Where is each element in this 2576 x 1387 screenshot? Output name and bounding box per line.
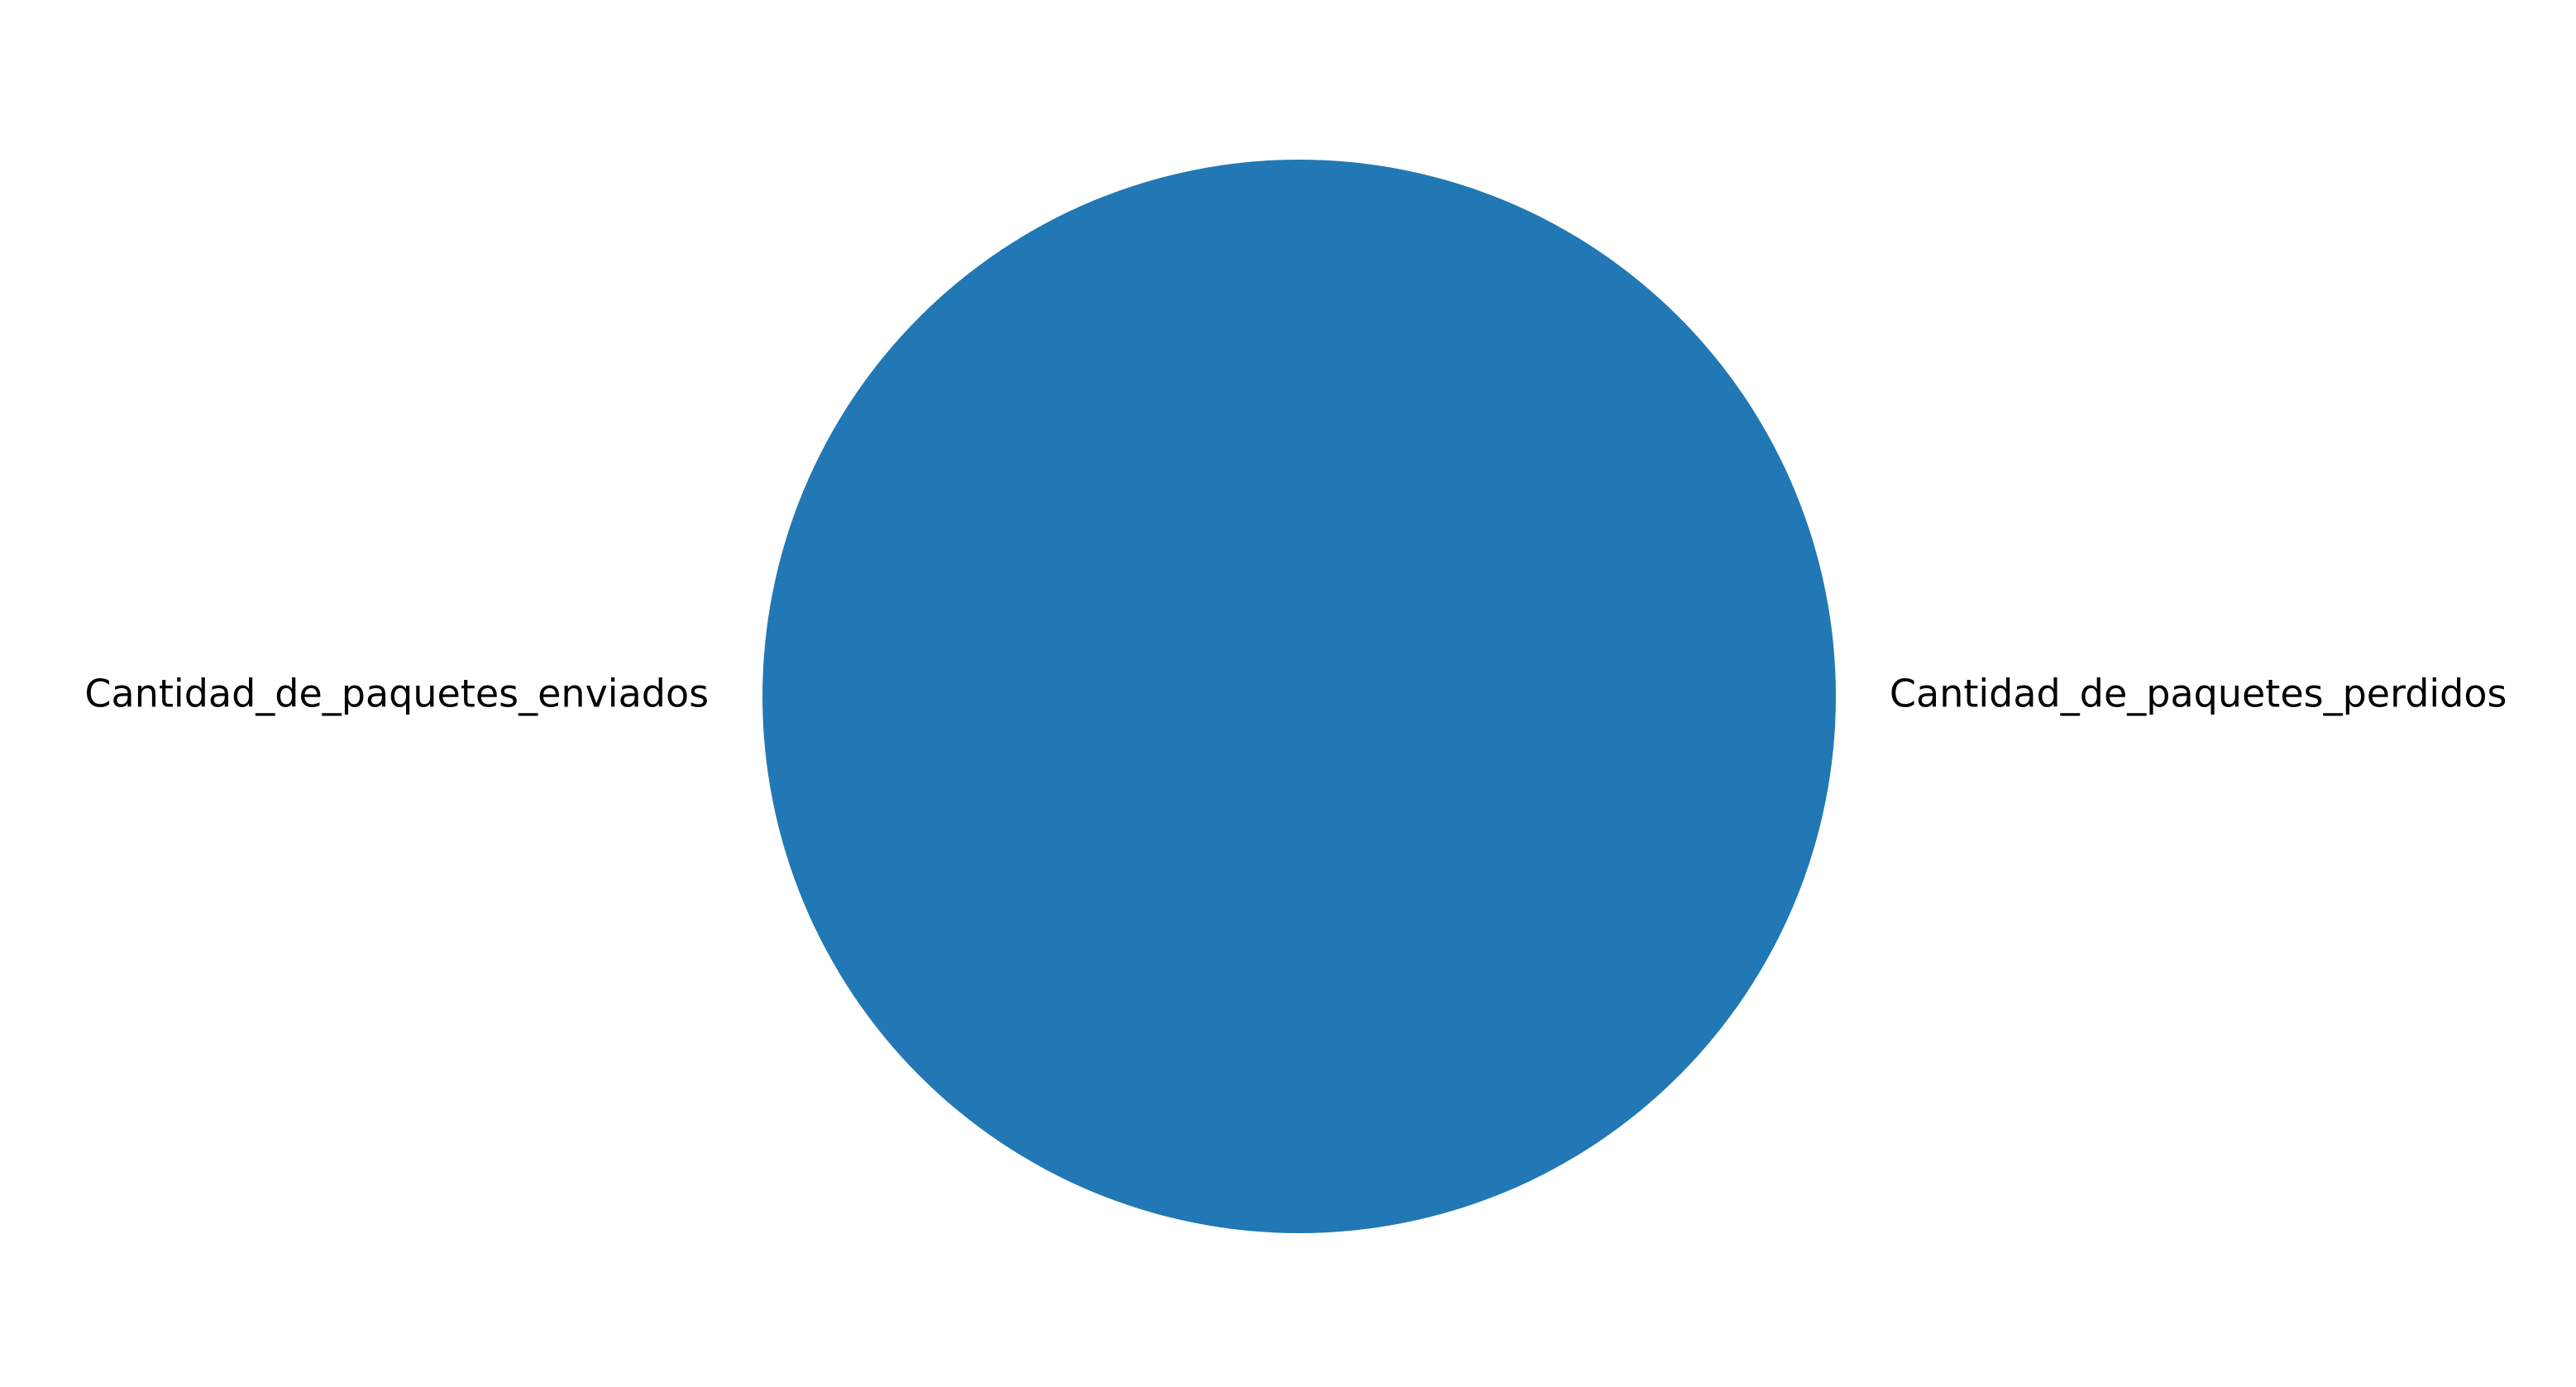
pie-label-cantidad-de-paquetes-enviados: Cantidad_de_paquetes_enviados — [84, 672, 709, 716]
pie-slice-cantidad-de-paquetes-enviados — [762, 160, 1836, 1233]
pie-label-cantidad-de-paquetes-perdidos: Cantidad_de_paquetes_perdidos — [1890, 672, 2507, 716]
pie-slices — [762, 160, 1836, 1233]
pie-labels: Cantidad_de_paquetes_enviados Cantidad_de… — [84, 672, 2507, 716]
